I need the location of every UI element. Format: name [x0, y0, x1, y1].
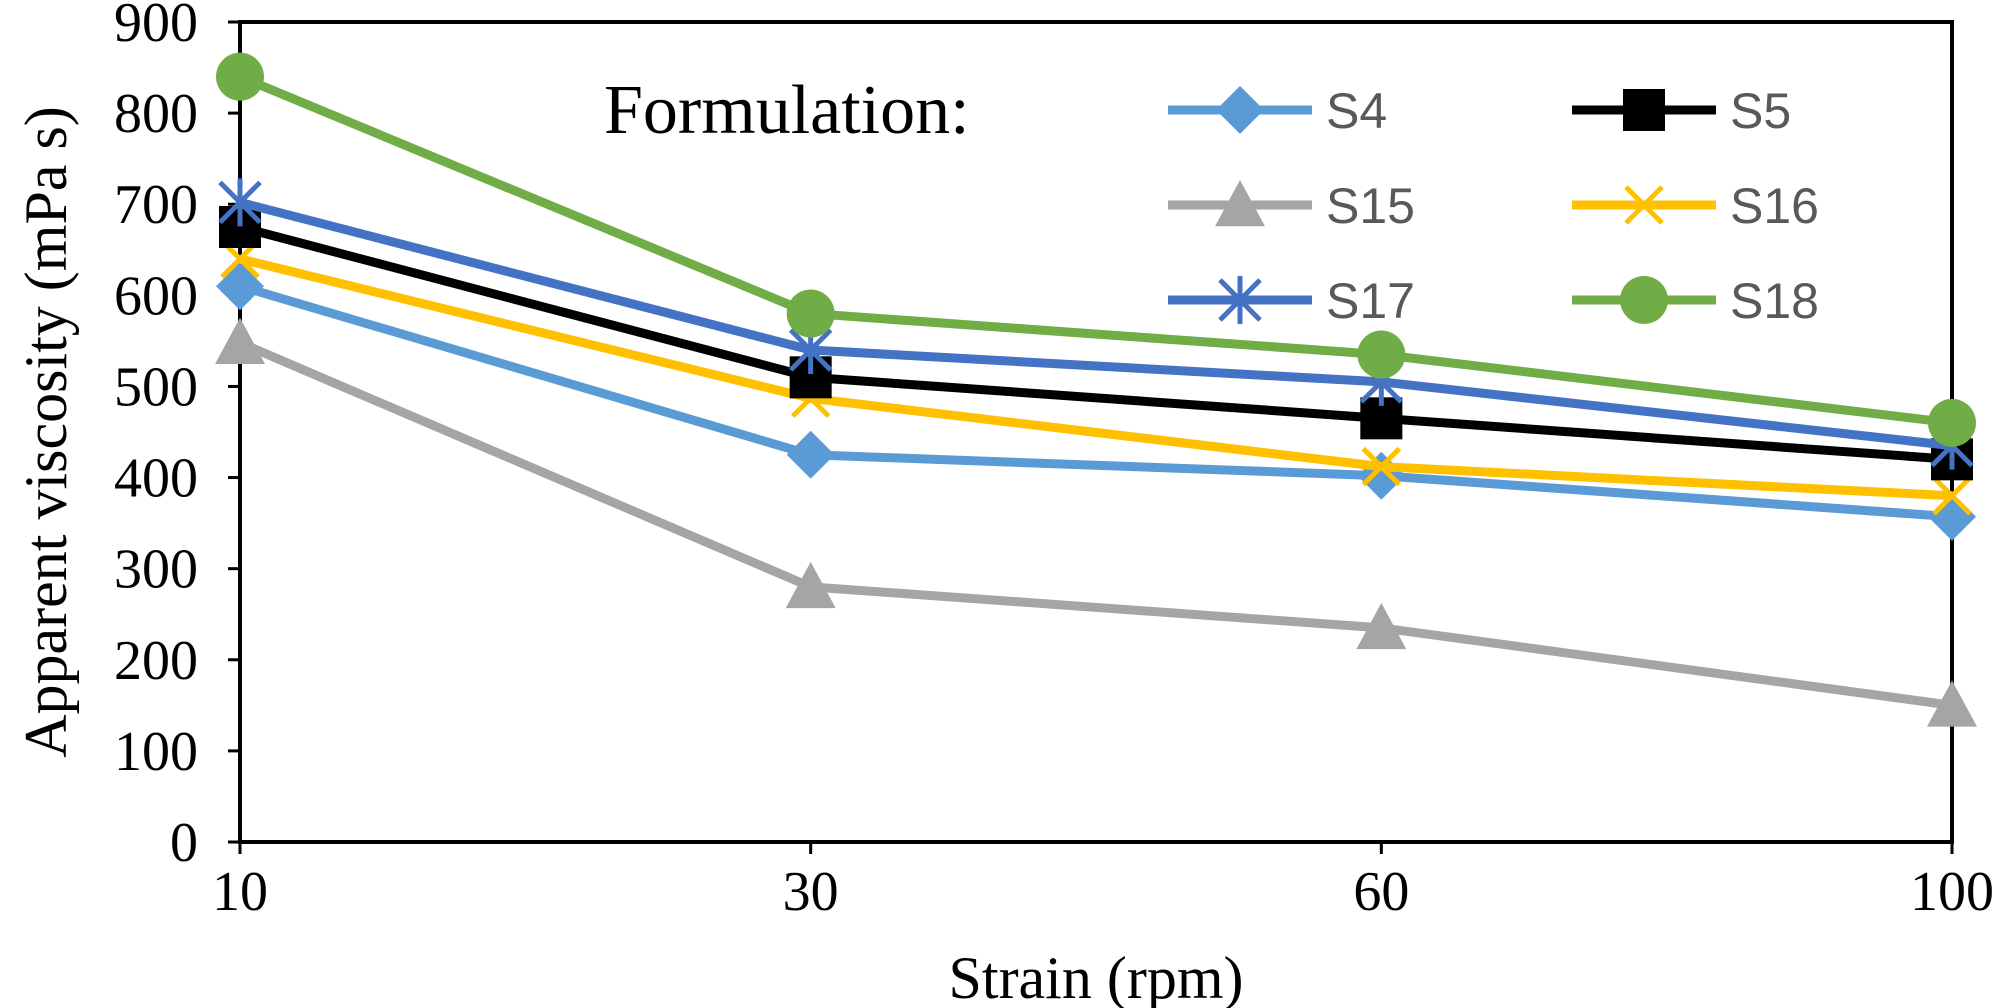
data-point-circle: [786, 289, 835, 338]
y-axis-title: Apparent viscosity (mPa s): [13, 106, 79, 758]
series-line: [238, 338, 1953, 710]
data-point-diamond: [786, 430, 835, 479]
x-tick-label: 30: [783, 861, 839, 923]
data-point-x: [1361, 446, 1402, 487]
series-line: [238, 72, 1953, 428]
series-S16: [220, 239, 1972, 516]
data-point-triangle: [785, 561, 836, 609]
y-tick-label: 0: [170, 812, 198, 874]
x-tick-label: 100: [1910, 861, 1992, 923]
legend-label: S17: [1326, 273, 1415, 329]
legend-entry-S18: S18: [1572, 273, 1819, 329]
x-axis-ticks: 10 30 60 100: [212, 842, 1992, 923]
series-S18: [216, 52, 1976, 447]
legend: Formulation: S4 S5 S15 S16 S17 S18: [604, 72, 1819, 329]
legend-entry-S16: S16: [1572, 178, 1819, 234]
y-tick-label: 500: [114, 356, 198, 418]
series-S15: [215, 317, 1977, 727]
series-line: [238, 281, 1953, 522]
legend-label: S4: [1326, 83, 1387, 139]
legend-entry-S5: S5: [1572, 83, 1791, 139]
legend-label: S16: [1730, 178, 1819, 234]
legend-entry-S4: S4: [1168, 83, 1387, 139]
data-point-triangle: [1927, 680, 1977, 727]
y-tick-label: 100: [114, 721, 198, 783]
legend-label: S18: [1730, 273, 1819, 329]
y-tick-label: 200: [114, 630, 198, 692]
data-point-x: [1932, 476, 1972, 516]
y-axis-ticks: 0 100 200 300 400 500 600 700 800 900: [114, 0, 240, 874]
data-point-star: [218, 178, 262, 227]
x-axis-title: Strain (rpm): [949, 945, 1244, 1008]
y-tick-label: 600: [114, 265, 198, 327]
legend-entry-S15: S15: [1168, 178, 1415, 234]
data-point-circle: [1357, 330, 1406, 379]
legend-entry-S17: S17: [1168, 273, 1415, 329]
data-point-triangle: [215, 317, 265, 364]
x-tick-label: 10: [212, 861, 268, 923]
series-line: [238, 198, 1953, 451]
y-tick-label: 800: [114, 83, 198, 145]
series-line: [238, 254, 1953, 501]
data-point-circle: [1928, 398, 1976, 447]
y-tick-label: 900: [114, 0, 198, 54]
x-tick-label: 60: [1353, 861, 1409, 923]
y-tick-label: 300: [114, 539, 198, 601]
data-point-x: [1624, 185, 1664, 225]
data-point-circle: [1620, 276, 1668, 324]
legend-label: S5: [1730, 83, 1791, 139]
data-point-diamond: [1216, 86, 1264, 134]
data-point-square: [1623, 89, 1665, 131]
data-point-triangle: [1215, 180, 1265, 227]
y-tick-label: 400: [114, 448, 198, 510]
legend-title: Formulation:: [604, 72, 970, 149]
data-point-star: [1218, 276, 1262, 324]
series-line: [238, 222, 1953, 464]
data-point-triangle: [1356, 602, 1407, 650]
series-layer: [215, 52, 1977, 727]
legend-label: S15: [1326, 178, 1415, 234]
y-tick-label: 700: [114, 174, 198, 236]
data-point-circle: [216, 52, 264, 101]
